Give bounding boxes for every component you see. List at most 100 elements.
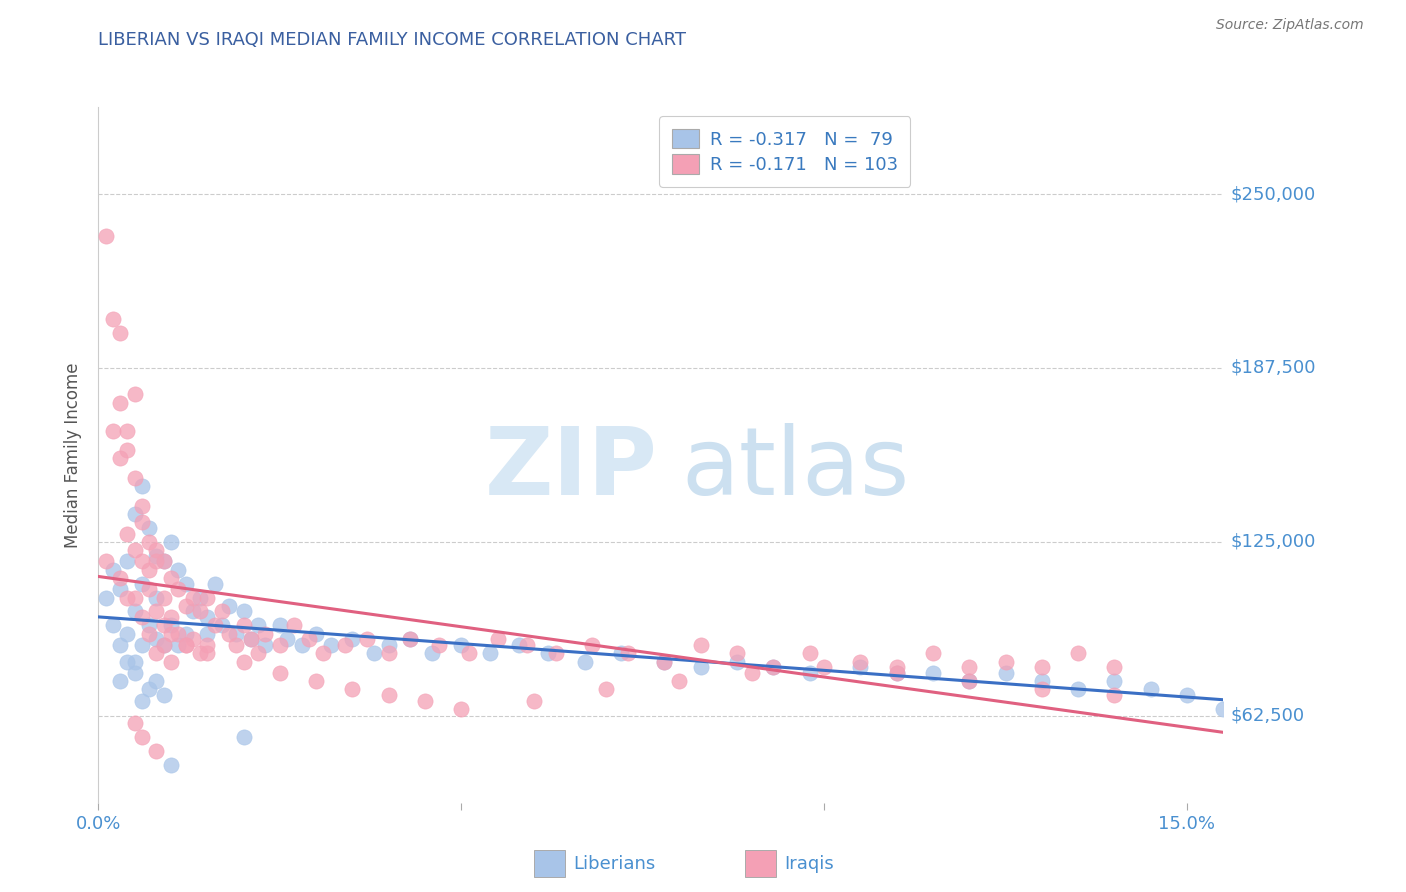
Point [420, 646, 443, 660]
Point [195, 591, 218, 605]
Point [654, 655, 676, 669]
Point [544, 646, 567, 660]
Text: $125,000: $125,000 [1230, 533, 1316, 551]
Point [232, 618, 254, 632]
Point [377, 688, 399, 702]
Point [886, 665, 908, 680]
Point [523, 693, 546, 707]
Point [450, 638, 472, 652]
Point [167, 563, 190, 577]
Point [595, 682, 617, 697]
Y-axis label: Median Family Income: Median Family Income [65, 362, 83, 548]
Point [957, 674, 980, 689]
Point [269, 665, 291, 680]
Point [131, 638, 153, 652]
Point [429, 638, 451, 652]
Point [1104, 660, 1126, 674]
Point [204, 618, 226, 632]
Point [725, 646, 748, 660]
Point [145, 543, 167, 558]
Point [174, 576, 197, 591]
Point [377, 646, 399, 660]
Point [1104, 674, 1126, 689]
Point [298, 632, 321, 647]
Point [617, 646, 640, 660]
Point [1031, 674, 1053, 689]
Point [124, 471, 146, 485]
Point [181, 591, 204, 605]
Point [117, 424, 139, 438]
Point [160, 610, 183, 624]
Point [269, 638, 291, 652]
Point [232, 730, 254, 744]
Point [131, 693, 153, 707]
Point [305, 626, 328, 640]
Point [145, 744, 167, 758]
Point [1067, 682, 1090, 697]
Point [319, 638, 342, 652]
Point [174, 638, 197, 652]
Point [160, 655, 183, 669]
Point [174, 638, 197, 652]
Point [138, 521, 160, 535]
Point [413, 693, 436, 707]
Point [131, 516, 153, 530]
Point [342, 632, 364, 647]
Point [508, 638, 530, 652]
Point [479, 646, 502, 660]
Point [160, 571, 183, 585]
Point [537, 646, 560, 660]
Point [1175, 688, 1198, 702]
Point [160, 626, 183, 640]
Point [131, 554, 153, 568]
Point [689, 660, 711, 674]
Point [762, 660, 785, 674]
Point [450, 702, 472, 716]
Point [886, 665, 908, 680]
Point [377, 638, 399, 652]
Point [457, 646, 479, 660]
Point [291, 638, 314, 652]
Point [167, 626, 190, 640]
Text: $250,000: $250,000 [1230, 185, 1316, 203]
Point [1104, 688, 1126, 702]
Point [101, 563, 124, 577]
Point [239, 632, 262, 647]
Point [174, 599, 197, 613]
Point [160, 535, 183, 549]
Point [124, 543, 146, 558]
Point [101, 424, 124, 438]
Point [269, 618, 291, 632]
Point [283, 618, 305, 632]
Text: Iraqis: Iraqis [785, 855, 834, 873]
Point [152, 618, 174, 632]
Point [994, 655, 1017, 669]
Point [218, 599, 240, 613]
Point [145, 591, 167, 605]
Point [762, 660, 785, 674]
Point [94, 554, 117, 568]
Point [799, 665, 821, 680]
Point [195, 610, 218, 624]
Point [94, 228, 117, 243]
Point [145, 674, 167, 689]
Point [138, 582, 160, 597]
Point [117, 591, 139, 605]
Point [994, 665, 1017, 680]
Point [181, 605, 204, 619]
Point [813, 660, 835, 674]
Point [922, 665, 945, 680]
Point [152, 688, 174, 702]
Point [160, 618, 183, 632]
Point [886, 660, 908, 674]
Point [145, 632, 167, 647]
Point [195, 638, 218, 652]
Point [654, 655, 676, 669]
Point [117, 554, 139, 568]
Point [108, 674, 131, 689]
Point [799, 646, 821, 660]
Point [689, 638, 711, 652]
Point [668, 674, 690, 689]
Point [195, 646, 218, 660]
Point [160, 757, 183, 772]
